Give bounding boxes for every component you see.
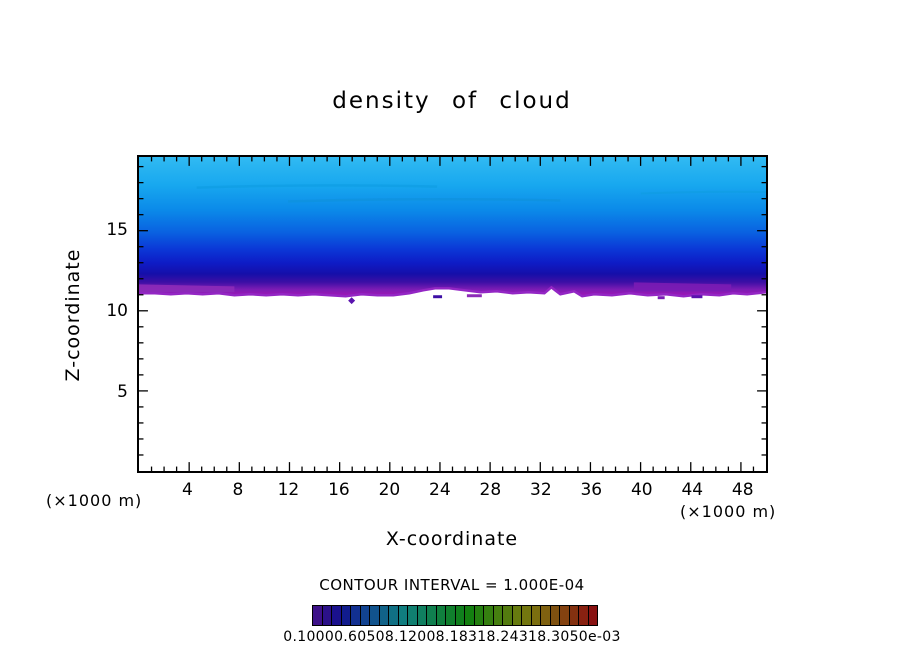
colorbar-segment [360,606,370,625]
colorbar-segment [465,606,475,625]
colorbar-segment [389,606,399,625]
x-tick-label: 44 [681,480,704,500]
contour-plot-canvas [139,157,766,471]
colorbar-segment [560,606,570,625]
colorbar-segment [588,606,597,625]
colorbar-segment [379,606,389,625]
colorbar-segment [579,606,589,625]
y-axis-label: Z-coordinate [62,248,84,382]
y-tick-label: 15 [106,219,128,240]
colorbar-segment [370,606,380,625]
cloud-base-line [139,285,766,298]
x-tick-label: 32 [530,480,552,500]
cloud-contour-band [139,157,766,297]
colorbar-segment [351,606,361,625]
x-tick-label: 20 [378,480,401,500]
x-axis-label: X-coordinate [385,528,519,550]
colorbar-segment [550,606,560,625]
colorbar-segment [455,606,465,625]
cloud-speck [433,295,443,299]
colorbar-segment [341,606,351,625]
colorbar-segment [398,606,408,625]
plot-area [137,155,768,473]
colorbar-segment [484,606,494,625]
chart-title: density of cloud [332,88,572,114]
colorbar-segment [512,606,522,625]
x-tick-label: 36 [580,480,603,500]
cloud-texture-streak [196,184,438,189]
colorbar-segment [446,606,456,625]
cloud-speck [348,297,356,305]
colorbar-tick-labels: 0.10000.60508.12008.18318.24318.3050e-03 [283,629,621,645]
cloud-texture-streak [640,190,766,195]
cloud-speck [466,294,482,298]
cloud-speck [691,295,703,299]
colorbar-segment [569,606,579,625]
colorbar-segment [332,606,342,625]
y-axis-unit: (×1000 m) [46,491,143,510]
colorbar-segment [417,606,427,625]
x-tick-label: 12 [277,480,300,500]
colorbar-segment [503,606,513,625]
x-tick-label: 40 [630,480,653,500]
colorbar-segment [436,606,446,625]
cloud-speck [657,296,665,300]
contour-interval-caption: CONTOUR INTERVAL = 1.000E-04 [319,576,585,594]
x-tick-label: 24 [429,480,451,500]
colorbar-segment [493,606,503,625]
colorbar-segment [541,606,551,625]
colorbar-segment [322,606,332,625]
cloud-base-patch-right [633,282,732,292]
x-tick-label: 48 [731,480,754,500]
cloud-base-patch-left [139,284,235,293]
x-tick-label: 4 [182,480,193,500]
colorbar-segment [408,606,418,625]
y-tick-label: 10 [106,300,128,321]
x-tick-label: 16 [328,480,350,500]
y-tick-label: 5 [117,381,128,402]
colorbar-segment [522,606,532,625]
colorbar-segment [474,606,484,625]
x-tick-label: 28 [479,480,502,500]
x-tick-label: 8 [232,480,244,500]
axis-ticks [139,157,766,471]
colorbar-segment [531,606,541,625]
cloud-texture-streak [288,197,561,203]
colorbar-segment [427,606,437,625]
colorbar-segment [313,606,323,625]
x-axis-unit: (×1000 m) [680,502,777,521]
colorbar [312,605,598,626]
